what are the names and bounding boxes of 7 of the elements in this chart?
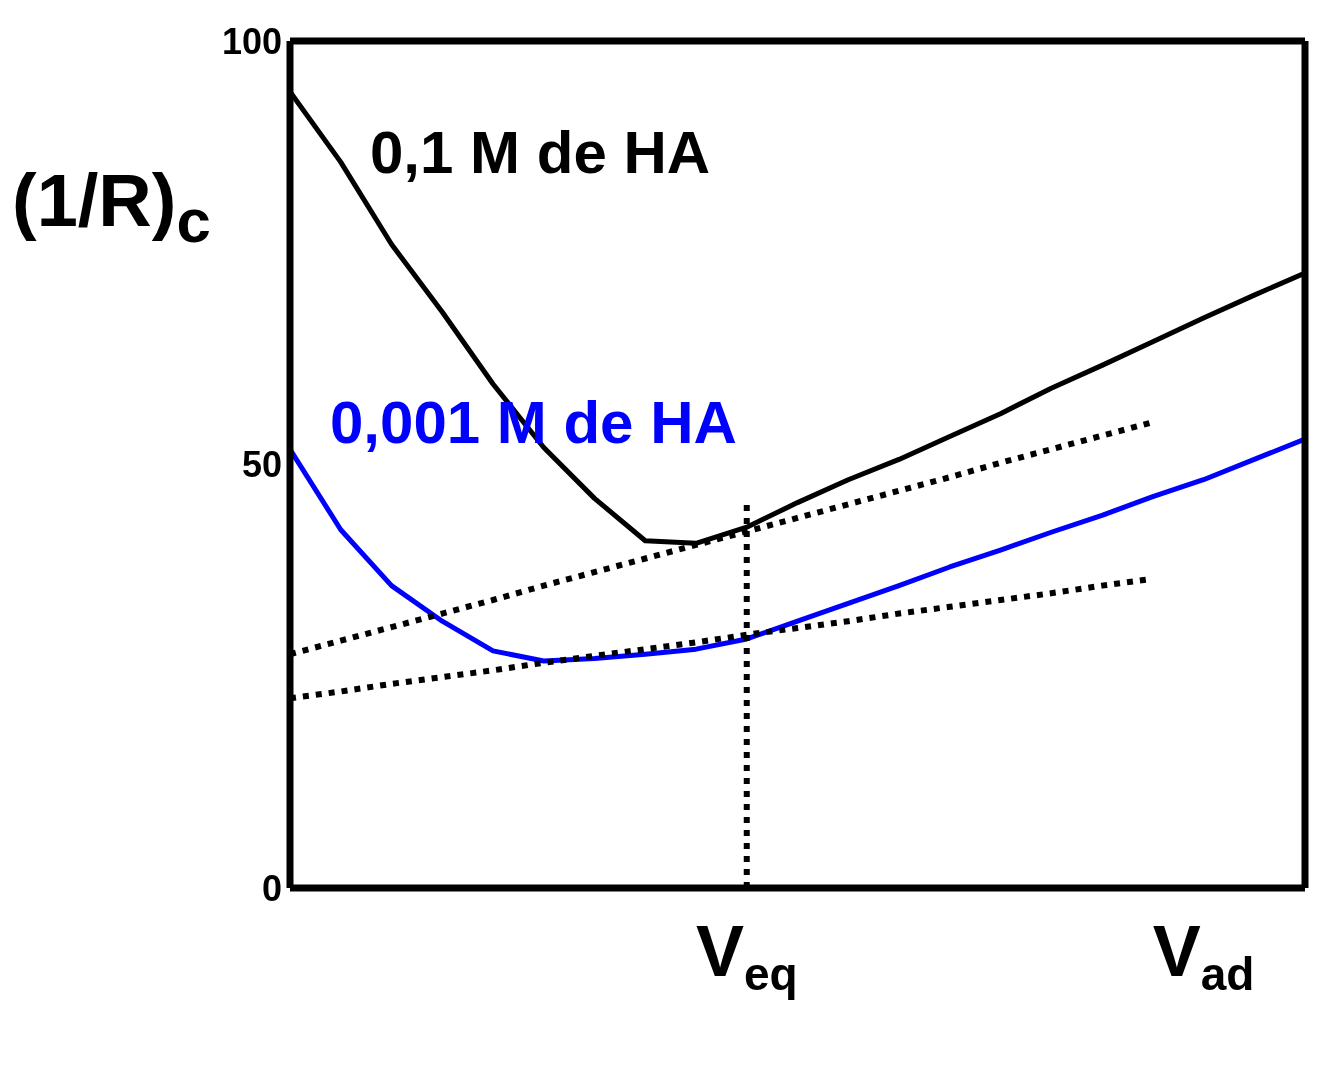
x-tick-label: V$_{eq}$ <box>695 911 798 1000</box>
y-tick-label: 50 <box>241 444 282 486</box>
y-tick-label: 0 <box>261 867 282 909</box>
y-tick-label: 100 <box>221 20 282 62</box>
x-tick-label: V$_{ad}$ <box>1152 911 1255 1000</box>
y-axis-title: (1/R)$_{c}$ <box>12 158 211 256</box>
series-label: 0,1 M de HA <box>370 118 711 187</box>
